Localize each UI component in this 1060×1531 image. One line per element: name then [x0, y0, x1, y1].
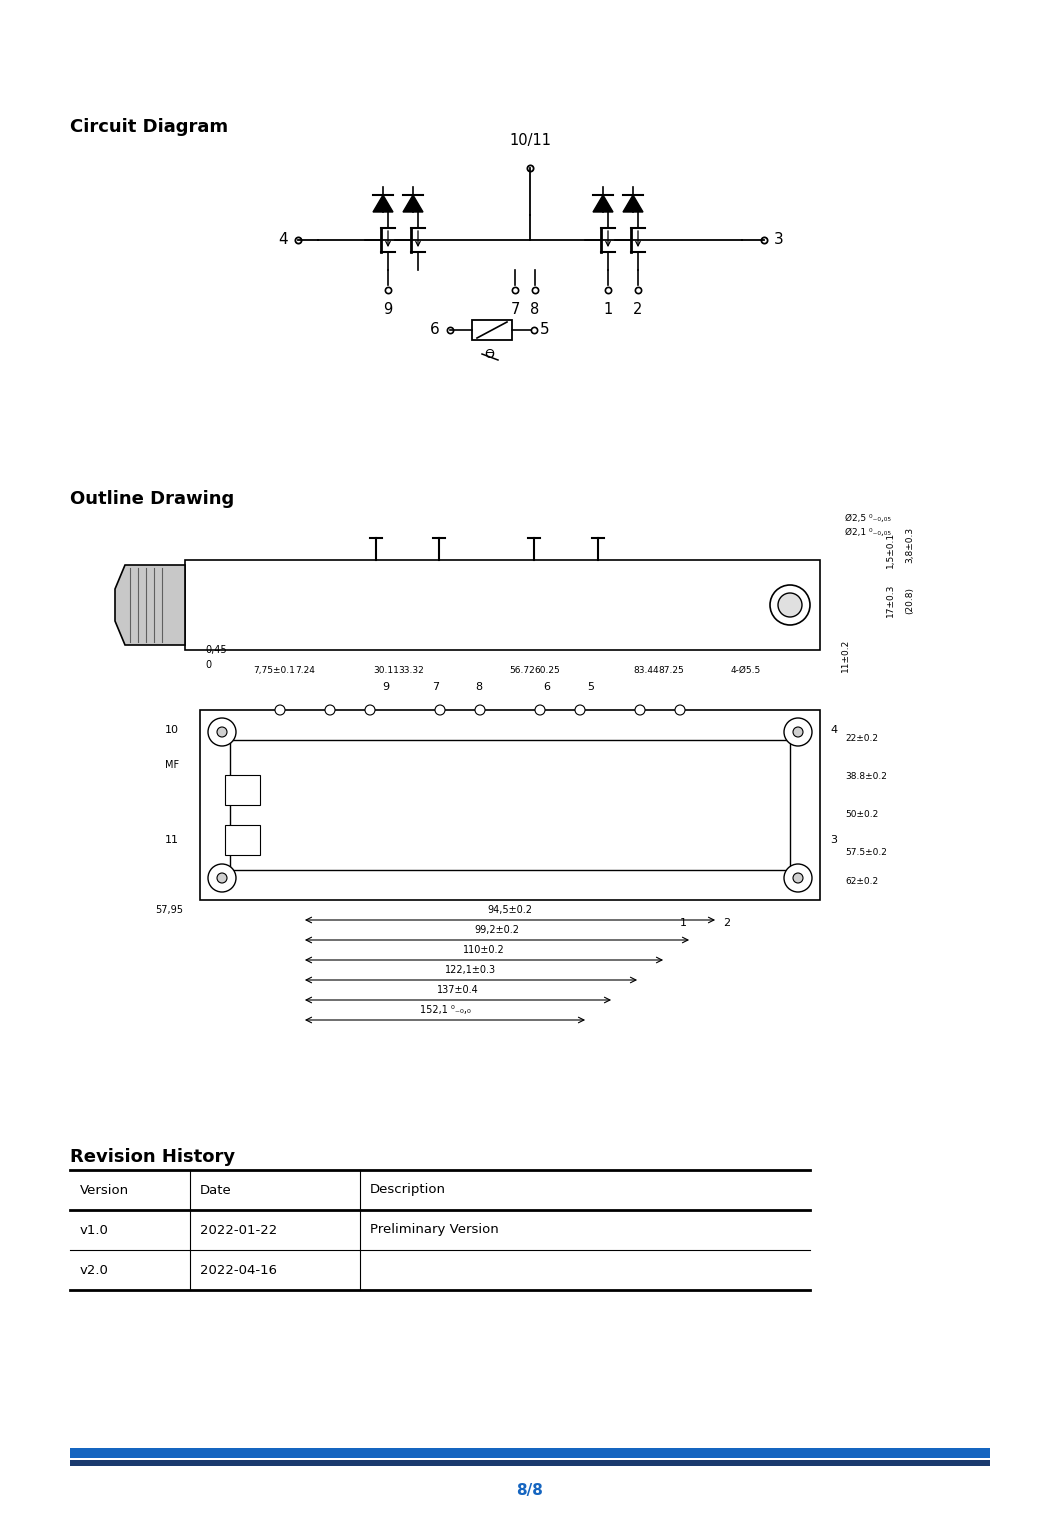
Text: 94,5±0.2: 94,5±0.2 [488, 905, 532, 916]
Bar [225, 825, 260, 854]
Text: 0,45: 0,45 [205, 645, 227, 655]
Text: 99,2±0.2: 99,2±0.2 [475, 925, 519, 935]
Text: 7.24: 7.24 [296, 666, 315, 675]
Text: 11: 11 [165, 834, 179, 845]
Text: 83.44: 83.44 [634, 666, 659, 675]
Text: v1.0: v1.0 [80, 1223, 109, 1237]
Text: 10/11: 10/11 [509, 133, 551, 149]
Text: 87.25: 87.25 [658, 666, 684, 675]
Polygon shape [593, 194, 613, 211]
Text: 3,8±0.3: 3,8±0.3 [905, 527, 915, 563]
Text: 56.72: 56.72 [510, 666, 535, 675]
Text: 2: 2 [723, 919, 730, 928]
Circle shape [217, 873, 227, 883]
Text: 8: 8 [530, 302, 540, 317]
Circle shape [535, 704, 545, 715]
Text: 38.8±0.2: 38.8±0.2 [845, 772, 887, 781]
Text: 1: 1 [681, 919, 687, 928]
Text: 60.25: 60.25 [534, 666, 560, 675]
Text: Circuit Diagram: Circuit Diagram [70, 118, 228, 136]
Text: 7,75±0.1: 7,75±0.1 [253, 666, 296, 675]
Circle shape [793, 727, 803, 736]
Text: 7: 7 [510, 302, 519, 317]
Text: 57.5±0.2: 57.5±0.2 [845, 848, 887, 857]
Text: 5: 5 [587, 681, 594, 692]
Text: 5: 5 [540, 323, 550, 337]
Text: 4: 4 [279, 233, 288, 248]
Text: 110±0.2: 110±0.2 [463, 945, 505, 955]
Circle shape [675, 704, 685, 715]
Text: Description: Description [370, 1183, 446, 1197]
Text: Preliminary Version: Preliminary Version [370, 1223, 499, 1237]
Polygon shape [623, 194, 643, 211]
Text: 30.11: 30.11 [373, 666, 399, 675]
Text: 152,1 ⁰₋₀,₀: 152,1 ⁰₋₀,₀ [420, 1004, 471, 1015]
Circle shape [208, 863, 236, 893]
Text: (20.8): (20.8) [905, 586, 915, 614]
Text: ϴ: ϴ [484, 348, 494, 361]
Text: Revision History: Revision History [70, 1148, 235, 1167]
Circle shape [275, 704, 285, 715]
Text: 33.32: 33.32 [398, 666, 424, 675]
Circle shape [793, 873, 803, 883]
Text: Version: Version [80, 1183, 129, 1197]
Circle shape [635, 704, 644, 715]
Text: MF: MF [165, 759, 179, 770]
Text: 1: 1 [603, 302, 613, 317]
Text: 11±0.2: 11±0.2 [841, 638, 849, 672]
Text: 2022-01-22: 2022-01-22 [200, 1223, 278, 1237]
Text: 1,5±0.1: 1,5±0.1 [885, 531, 895, 568]
Text: 8: 8 [476, 681, 482, 692]
Bar [186, 560, 820, 651]
Bar [472, 320, 512, 340]
Polygon shape [114, 565, 186, 645]
Text: 2: 2 [633, 302, 642, 317]
Polygon shape [403, 194, 423, 211]
Text: 9: 9 [383, 681, 390, 692]
Text: 3: 3 [830, 834, 837, 845]
Circle shape [784, 718, 812, 746]
Text: 3: 3 [774, 233, 783, 248]
Bar [70, 1461, 990, 1467]
Text: 122,1±0.3: 122,1±0.3 [445, 965, 496, 975]
Text: 62±0.2: 62±0.2 [845, 877, 878, 885]
Circle shape [784, 863, 812, 893]
Text: 50±0.2: 50±0.2 [845, 810, 879, 819]
Text: 22±0.2: 22±0.2 [845, 733, 878, 743]
Text: 9: 9 [384, 302, 392, 317]
Circle shape [575, 704, 585, 715]
Text: 137±0.4: 137±0.4 [437, 984, 479, 995]
Text: 4-Ø5.5: 4-Ø5.5 [730, 666, 761, 675]
Circle shape [770, 585, 810, 625]
Text: 2022-04-16: 2022-04-16 [200, 1263, 277, 1277]
Circle shape [325, 704, 335, 715]
Text: v2.0: v2.0 [80, 1263, 109, 1277]
Circle shape [475, 704, 485, 715]
Circle shape [435, 704, 445, 715]
Bar [200, 710, 820, 900]
Text: 57,95: 57,95 [155, 905, 183, 916]
Bar [230, 739, 790, 870]
Text: 4: 4 [830, 726, 837, 735]
Circle shape [208, 718, 236, 746]
Circle shape [365, 704, 375, 715]
Text: 6: 6 [430, 323, 440, 337]
Text: Date: Date [200, 1183, 232, 1197]
Circle shape [778, 592, 802, 617]
Text: 10: 10 [165, 726, 179, 735]
Polygon shape [373, 194, 393, 211]
Bar [225, 775, 260, 805]
Text: Ø2,1 ⁰₋₀,₀₅: Ø2,1 ⁰₋₀,₀₅ [845, 528, 891, 536]
Text: 7: 7 [432, 681, 439, 692]
Text: 17±0.3: 17±0.3 [885, 583, 895, 617]
Text: 6: 6 [544, 681, 551, 692]
Text: 8/8: 8/8 [516, 1482, 544, 1497]
Text: Ø2,5 ⁰₋₀,₀₅: Ø2,5 ⁰₋₀,₀₅ [845, 513, 891, 522]
Bar [70, 1448, 990, 1458]
Text: Outline Drawing: Outline Drawing [70, 490, 234, 508]
Circle shape [217, 727, 227, 736]
Text: 0: 0 [205, 660, 211, 671]
